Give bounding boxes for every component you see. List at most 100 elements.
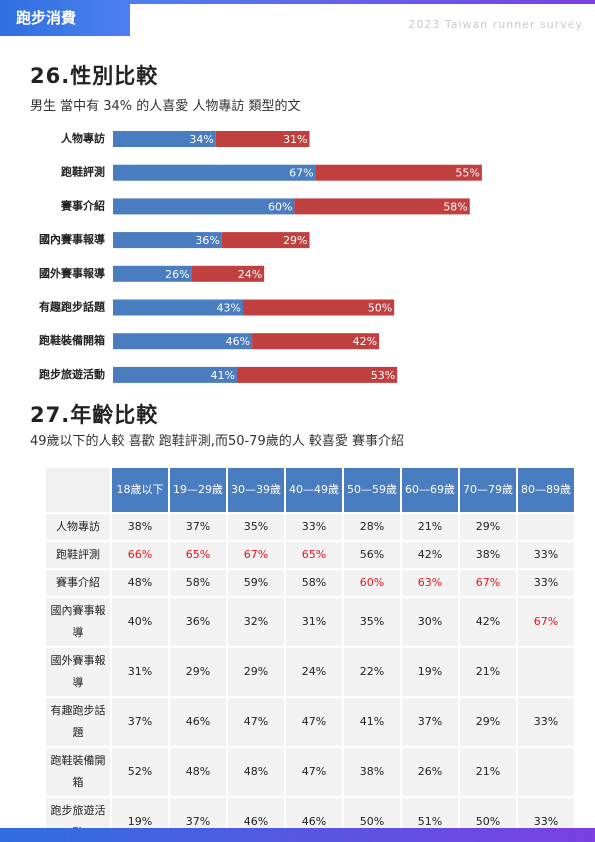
table-cell: 33%	[516, 696, 576, 748]
column-header: 40—49歲	[284, 466, 344, 514]
table-cell: 52%	[110, 746, 170, 798]
row-label: 國內賽事報導	[44, 596, 112, 648]
table-cell	[516, 512, 576, 542]
bar-segment	[113, 299, 244, 316]
table-cell: 33%	[284, 512, 344, 542]
value-label: 60%	[268, 200, 292, 213]
table-cell: 35%	[226, 512, 286, 542]
value-label: 50%	[368, 302, 392, 315]
table-cell: 66%	[110, 540, 170, 570]
table-cell: 67%	[458, 568, 518, 598]
chart: 人物專訪 34% 31% 跑鞋評測 67% 55% 賽事介紹 60% 58% 國內賽事報導 36% 2…	[39, 131, 482, 383]
bar-segment	[252, 333, 380, 350]
bar-segment	[113, 164, 316, 181]
chart-title: 26.性別比較	[30, 64, 159, 88]
section-tag: 跑步消費	[0, 0, 130, 36]
value-label: 24%	[238, 268, 262, 281]
value-label: 36%	[195, 234, 219, 247]
table-cell: 38%	[458, 540, 518, 570]
table-cell: 67%	[226, 540, 286, 570]
table-cell: 48%	[226, 746, 286, 798]
column-header: 80—89歲	[516, 466, 576, 514]
table-cell: 19%	[400, 646, 460, 698]
table-cell: 46%	[168, 696, 228, 748]
table-cell: 31%	[284, 596, 344, 648]
table-cell: 48%	[168, 746, 228, 798]
table-cell: 35%	[342, 596, 402, 648]
column-header: 60—69歲	[400, 466, 460, 514]
bar-segment	[113, 333, 253, 350]
table-cell: 24%	[284, 646, 344, 698]
table-cell: 48%	[110, 568, 170, 598]
table-cell: 38%	[342, 746, 402, 798]
value-label: 67%	[289, 167, 313, 180]
table-cell: 31%	[110, 646, 170, 698]
value-label: 41%	[211, 369, 235, 382]
age-table: 18歲以下 19—29歲 30—39歲 40—49歲 50—59歲 60—69歲 70—79…	[44, 466, 576, 842]
table-cell	[516, 746, 576, 798]
table-cell: 40%	[110, 596, 170, 648]
row-label: 國外賽事報導	[44, 646, 112, 698]
category-label: 跑鞋評測	[61, 165, 105, 179]
table-cell: 29%	[458, 512, 518, 542]
table-cell: 26%	[400, 746, 460, 798]
value-label: 34%	[189, 133, 213, 146]
section-subtitle: 49歲以下的人較 喜歡 跑鞋評測,而50-79歲的人 較喜愛 賽事介紹	[30, 434, 404, 449]
bar-segment	[113, 198, 295, 215]
table-cell: 47%	[226, 696, 286, 748]
value-label: 53%	[371, 369, 395, 382]
top-rule	[130, 0, 595, 4]
column-header: 18歲以下	[110, 466, 170, 514]
corner-cell	[44, 466, 112, 514]
category-label: 跑鞋裝備開箱	[39, 333, 105, 347]
table-row: 賽事介紹 48% 58% 59% 58% 60% 63% 67% 33%	[44, 568, 576, 598]
bar-segment	[113, 232, 222, 249]
category-label: 國內賽事報導	[39, 232, 105, 246]
row-label: 跑鞋裝備開箱	[44, 746, 112, 798]
table-cell: 21%	[458, 646, 518, 698]
chart-subtitle: 男生 當中有 34% 的人喜愛 人物專訪 類型的文	[30, 99, 301, 114]
table-cell: 63%	[400, 568, 460, 598]
table-cell: 58%	[284, 568, 344, 598]
value-label: 26%	[165, 268, 189, 281]
table-cell: 47%	[284, 696, 344, 748]
table-cell: 29%	[226, 646, 286, 698]
value-label: 29%	[283, 234, 307, 247]
table-cell: 58%	[168, 568, 228, 598]
value-label: 46%	[226, 335, 250, 348]
bar-segment	[113, 131, 216, 147]
table-cell: 28%	[342, 512, 402, 542]
table-row: 人物專訪 38% 37% 35% 33% 28% 21% 29%	[44, 512, 576, 542]
row-label: 賽事介紹	[44, 568, 112, 598]
section-title: 27.年齡比較	[30, 403, 159, 427]
category-label: 國外賽事報導	[39, 266, 105, 280]
table-cell: 67%	[516, 596, 576, 648]
category-label: 人物專訪	[61, 131, 105, 145]
table-cell: 36%	[168, 596, 228, 648]
value-label: 42%	[353, 335, 377, 348]
table-cell: 59%	[226, 568, 286, 598]
table-row: 國內賽事報導 40% 36% 32% 31% 35% 30% 42% 67%	[44, 596, 576, 648]
table-cell: 37%	[400, 696, 460, 748]
table-cell: 29%	[168, 646, 228, 698]
bar-segment	[315, 164, 482, 181]
value-label: 31%	[283, 133, 307, 146]
table-cell: 37%	[110, 696, 170, 748]
table-cell	[516, 646, 576, 698]
column-header: 70—79歲	[458, 466, 518, 514]
table-cell: 32%	[226, 596, 286, 648]
table-row: 有趣跑步話題 37% 46% 47% 47% 41% 37% 29% 33%	[44, 696, 576, 748]
bar-segment	[243, 299, 395, 316]
value-label: 55%	[455, 167, 479, 180]
table-cell: 29%	[458, 696, 518, 748]
table-cell: 41%	[342, 696, 402, 748]
bar-segment	[221, 232, 310, 249]
value-label: 43%	[217, 302, 241, 315]
table-cell: 56%	[342, 540, 402, 570]
bar-segment	[236, 366, 398, 383]
bar-segment	[294, 198, 470, 215]
row-label: 人物專訪	[44, 512, 112, 542]
header-row: 18歲以下 19—29歲 30—39歲 40—49歲 50—59歲 60—69歲 70—79…	[44, 466, 576, 514]
bar-segment	[191, 265, 265, 282]
